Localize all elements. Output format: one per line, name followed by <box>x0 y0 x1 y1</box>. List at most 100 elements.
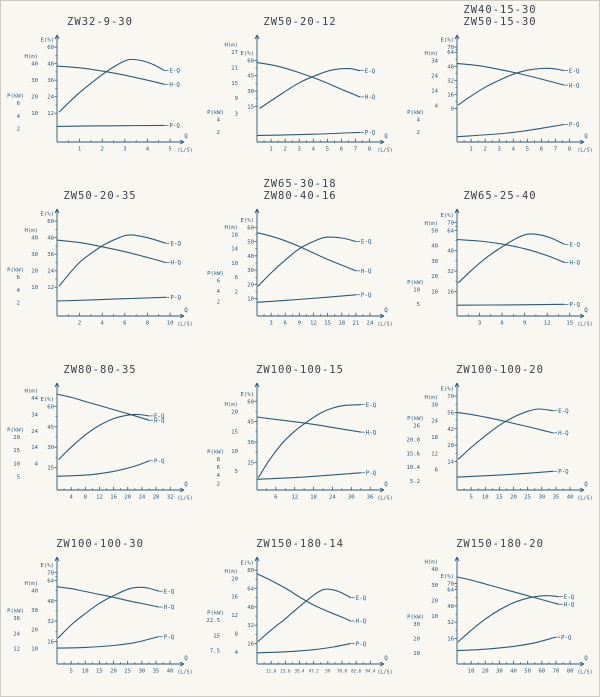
chart-title-line: ZW50-20-12 <box>263 16 337 28</box>
svg-text:P-Q: P-Q <box>169 124 180 130</box>
svg-text:H(m): H(m) <box>225 569 238 575</box>
svg-text:Q: Q <box>584 134 588 140</box>
svg-text:12: 12 <box>310 321 317 327</box>
svg-text:5: 5 <box>469 495 472 501</box>
svg-text:70: 70 <box>447 581 454 587</box>
svg-text:24: 24 <box>367 321 374 327</box>
svg-text:6: 6 <box>340 147 343 153</box>
svg-text:25: 25 <box>524 495 531 501</box>
pump-curve-chart: 1 2 3 4 5Q(L/S)1224364860E(%)10203040H(m)246… <box>7 34 193 154</box>
svg-text:7: 7 <box>554 147 557 153</box>
svg-text:H-Q: H-Q <box>366 430 377 436</box>
svg-text:50: 50 <box>247 240 254 246</box>
svg-text:P(kW): P(kW) <box>207 449 224 455</box>
svg-text:P-Q: P-Q <box>366 471 377 477</box>
svg-text:24: 24 <box>431 419 438 425</box>
chart-title: ZW80-80-35 <box>0 348 200 376</box>
svg-text:(L/S): (L/S) <box>577 148 593 154</box>
svg-text:4: 4 <box>217 118 221 124</box>
svg-text:16: 16 <box>447 290 454 296</box>
svg-text:E(%): E(%) <box>41 563 54 569</box>
svg-text:48: 48 <box>447 64 454 70</box>
svg-text:32: 32 <box>447 620 454 626</box>
svg-text:8: 8 <box>568 147 572 153</box>
svg-text:3: 3 <box>123 147 126 153</box>
svg-text:H-Q: H-Q <box>154 418 165 424</box>
svg-text:64: 64 <box>447 50 454 56</box>
chart-title-line: ZW80-80-35 <box>63 364 137 376</box>
svg-text:6: 6 <box>540 147 543 153</box>
svg-text:30: 30 <box>247 89 254 95</box>
chart-cell-zw80-80-35: ZW80-80-35 4 8 12 16 20 24 28 32 Q (L/S) 15 30 45 60 E… <box>0 348 200 522</box>
svg-text:15: 15 <box>47 466 54 472</box>
svg-text:8: 8 <box>146 321 150 327</box>
svg-text:4: 4 <box>17 114 21 120</box>
svg-text:15: 15 <box>247 104 254 110</box>
svg-text:P(kW): P(kW) <box>407 280 424 286</box>
svg-text:70: 70 <box>447 394 454 400</box>
svg-text:15: 15 <box>96 669 103 675</box>
svg-text:P(kW): P(kW) <box>7 268 24 274</box>
svg-text:Q: Q <box>384 656 388 662</box>
svg-text:48: 48 <box>47 62 54 68</box>
svg-text:20: 20 <box>13 435 20 441</box>
svg-text:P-Q: P-Q <box>164 635 175 641</box>
svg-text:4: 4 <box>217 473 221 479</box>
svg-text:42: 42 <box>447 427 454 433</box>
svg-text:Q: Q <box>184 308 188 314</box>
svg-text:28: 28 <box>153 495 160 501</box>
svg-text:Q: Q <box>384 134 388 140</box>
svg-text:2: 2 <box>217 130 220 136</box>
svg-text:20: 20 <box>231 409 238 415</box>
chart-title-line: ZW50-20-35 <box>63 190 137 202</box>
svg-text:32: 32 <box>447 78 454 84</box>
svg-text:9: 9 <box>523 321 526 327</box>
svg-text:15: 15 <box>231 81 238 87</box>
chart-title-line: ZW50-15-30 <box>463 16 537 28</box>
svg-text:P-Q: P-Q <box>365 131 376 137</box>
svg-text:P(kW): P(kW) <box>7 609 24 615</box>
svg-text:3: 3 <box>478 321 481 327</box>
chart-title-line: ZW65-30-18 <box>263 178 337 190</box>
svg-text:3: 3 <box>235 111 238 117</box>
svg-text:4: 4 <box>101 321 105 327</box>
svg-text:4: 4 <box>435 103 439 109</box>
svg-text:47.2: 47.2 <box>309 669 320 674</box>
pump-curve-chart: 2 4 6 8 10Q(L/S)1224364860E(%)10203040H(m)24… <box>7 208 193 328</box>
chart-title: ZW50-20-35 <box>0 174 200 202</box>
svg-text:8: 8 <box>217 457 221 463</box>
svg-text:Q: Q <box>584 482 588 488</box>
svg-text:24: 24 <box>31 429 38 435</box>
svg-text:64: 64 <box>47 578 54 584</box>
svg-text:10: 10 <box>413 651 420 657</box>
svg-text:30: 30 <box>31 78 38 84</box>
svg-text:60: 60 <box>247 58 254 64</box>
svg-text:H(m): H(m) <box>225 225 238 231</box>
chart-cell-zw32-9-30: ZW32-9-30 1 2 3 4 5 Q (L/S) 12 24 36 48 60 E(%) 10 20 3… <box>0 0 200 174</box>
svg-text:2: 2 <box>483 147 486 153</box>
svg-text:94.4: 94.4 <box>365 669 376 674</box>
svg-text:E-Q: E-Q <box>361 240 372 246</box>
svg-text:40: 40 <box>31 589 38 595</box>
chart-cell-zw50-20-35: ZW50-20-35 2 4 6 8 10 Q (L/S) 12 24 36 48 60 E(%) 10 2… <box>0 174 200 348</box>
pump-curve-chart: 6 12 18 24 30 36Q(L/S)15304560E(%)5101520H(m)… <box>207 382 393 502</box>
svg-text:3: 3 <box>498 147 501 153</box>
svg-text:24: 24 <box>329 495 336 501</box>
svg-text:H-Q: H-Q <box>361 269 372 275</box>
svg-text:34: 34 <box>431 58 438 64</box>
svg-text:20: 20 <box>482 669 489 675</box>
chart-title-line: ZW65-25-40 <box>463 190 537 202</box>
svg-text:2: 2 <box>417 130 420 136</box>
svg-text:36: 36 <box>367 495 374 501</box>
svg-text:E-Q: E-Q <box>154 414 165 420</box>
svg-text:12: 12 <box>291 495 298 501</box>
pump-curve-chart: 3 6 9 12 15 18 21 24Q(L/S)102030405060E(%)26101… <box>207 208 393 328</box>
svg-text:20: 20 <box>431 598 438 604</box>
svg-text:35: 35 <box>553 495 560 501</box>
svg-text:20: 20 <box>247 282 254 288</box>
svg-text:14: 14 <box>431 88 438 94</box>
svg-text:P-Q: P-Q <box>361 293 372 299</box>
svg-text:26: 26 <box>413 424 420 430</box>
svg-text:40: 40 <box>567 495 574 501</box>
svg-text:P(kW): P(kW) <box>207 611 224 617</box>
